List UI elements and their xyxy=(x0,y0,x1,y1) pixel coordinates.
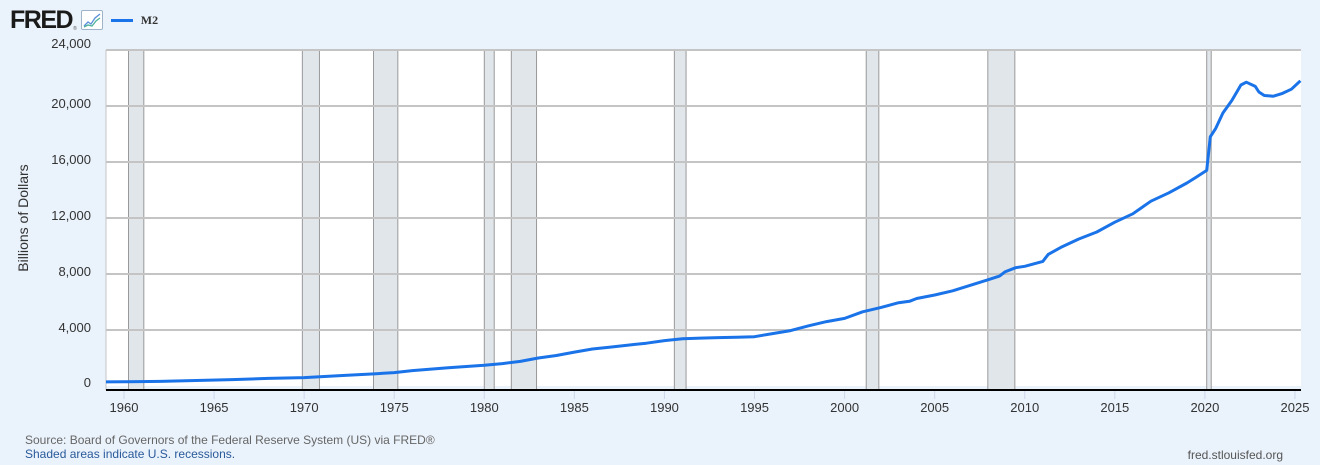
x-tick-label: 1975 xyxy=(380,400,409,415)
chart-header: FRED ® M2 xyxy=(10,5,158,35)
y-tick-label: 12,000 xyxy=(51,208,91,223)
x-tick-label: 2020 xyxy=(1190,400,1219,415)
recession-band xyxy=(484,50,495,390)
x-tick-label: 1995 xyxy=(740,400,769,415)
y-tick-label: 20,000 xyxy=(51,96,91,111)
line-chart: 0 4,000 8,000 12,000 16,000 20,000 24,000 1960… xyxy=(15,36,1310,415)
y-gridlines xyxy=(106,49,1301,331)
y-tick-label: 4,000 xyxy=(58,320,91,335)
recession-band xyxy=(511,50,537,390)
line-chart-icon xyxy=(80,10,103,30)
recession-band xyxy=(987,50,1015,390)
y-axis-label: Billions of Dollars xyxy=(15,164,31,271)
m2-series-line[interactable] xyxy=(105,79,1302,384)
x-tick-label: 2010 xyxy=(1010,400,1039,415)
legend-item-m2[interactable]: M2 xyxy=(110,12,159,28)
legend-label: M2 xyxy=(140,12,159,27)
recession-band xyxy=(674,50,687,390)
x-tick-label: 1970 xyxy=(290,400,319,415)
legend-swatch xyxy=(110,18,133,22)
fred-logo[interactable]: FRED xyxy=(10,5,74,34)
y-tick-label: 8,000 xyxy=(58,264,91,279)
registered-mark: ® xyxy=(73,26,77,32)
y-tick-label: 0 xyxy=(84,375,91,390)
recession-band xyxy=(373,50,398,390)
site-url[interactable]: fred.stlouisfed.org xyxy=(1187,448,1283,462)
x-tick-label: 1960 xyxy=(110,400,139,415)
x-tick-label: 1965 xyxy=(200,400,229,415)
y-tick-label: 16,000 xyxy=(51,152,91,167)
x-tick-label: 2015 xyxy=(1100,400,1129,415)
x-tick-label: 1985 xyxy=(560,400,589,415)
x-tick-label: 1980 xyxy=(470,400,499,415)
recession-band xyxy=(866,50,879,390)
x-tick-label: 2025 xyxy=(1281,400,1310,415)
x-tick-label: 2000 xyxy=(830,400,859,415)
chart-footer: Source: Board of Governors of the Federa… xyxy=(25,433,435,461)
recession-band xyxy=(1206,50,1212,390)
x-tick-label: 1990 xyxy=(650,400,679,415)
x-tick-label: 2005 xyxy=(920,400,949,415)
source-note: Source: Board of Governors of the Federa… xyxy=(25,433,435,447)
recession-band xyxy=(302,50,320,390)
recession-band xyxy=(128,50,144,390)
recession-note[interactable]: Shaded areas indicate U.S. recessions. xyxy=(25,447,236,461)
y-axis-ticks: 0 4,000 8,000 12,000 16,000 20,000 24,000 xyxy=(51,36,91,390)
y-tick-label: 24,000 xyxy=(51,36,91,51)
x-axis-ticks: 1960 1965 1970 1975 1980 1985 1990 1995 2000 2005… xyxy=(110,391,1310,415)
